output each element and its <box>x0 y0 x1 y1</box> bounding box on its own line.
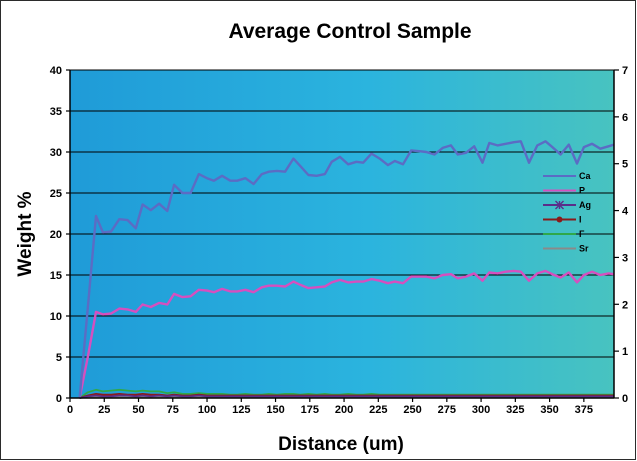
x-tick-label-75: 75 <box>167 404 179 416</box>
y2-tick-label-3: 3 <box>622 252 628 264</box>
legend: Ca P Ag IF Sr <box>543 171 591 254</box>
x-tick-label-25: 25 <box>98 404 110 416</box>
y2-tick-label-0: 0 <box>622 393 628 405</box>
legend-label-ca: Ca <box>579 171 591 181</box>
legend-item-ag: Ag <box>543 200 591 210</box>
y-tick-label-0: 0 <box>56 393 62 405</box>
legend-label-i: I <box>579 215 582 225</box>
y2-tick-label-4: 4 <box>622 206 629 218</box>
y2-tick-label-7: 7 <box>622 65 628 77</box>
y2-tick-label-5: 5 <box>622 159 628 171</box>
x-tick-label-300: 300 <box>472 404 490 416</box>
x-tick-label-375: 375 <box>575 404 593 416</box>
legend-label-sr: Sr <box>579 244 589 254</box>
series-layer <box>78 140 615 399</box>
series-line-ag <box>79 394 614 399</box>
legend-item-sr: Sr <box>543 244 589 254</box>
x-tick-label-150: 150 <box>266 404 284 416</box>
legend-item-ca: Ca <box>543 171 591 181</box>
y-tick-label-10: 10 <box>50 311 62 323</box>
y-tick-label-40: 40 <box>50 65 62 77</box>
x-tick-label-175: 175 <box>301 404 319 416</box>
tick-labels: 0 5 10 15 20 25 30 35 40 0 1 2 3 4 5 6 7 0 25 50 75 100 125 150… <box>50 65 629 416</box>
legend-label-p: P <box>579 186 585 196</box>
y-tick-label-5: 5 <box>56 352 62 364</box>
x-tick-label-325: 325 <box>506 404 524 416</box>
x-tick-label-350: 350 <box>540 404 558 416</box>
x-tick-label-0: 0 <box>67 404 73 416</box>
y2-tick-label-2: 2 <box>622 299 628 311</box>
y-tick-label-15: 15 <box>50 270 62 282</box>
y-tick-label-30: 30 <box>50 147 62 159</box>
axes <box>66 69 619 402</box>
y-axis-title: Weight % <box>15 191 36 276</box>
legend-label-f: F <box>579 229 585 239</box>
y-tick-label-20: 20 <box>50 229 62 241</box>
x-tick-label-125: 125 <box>232 404 250 416</box>
x-tick-label-225: 225 <box>369 404 387 416</box>
gridlines <box>70 69 614 358</box>
x-axis-title: Distance (um) <box>278 434 404 455</box>
series-line-ca <box>78 140 615 399</box>
y-tick-label-25: 25 <box>50 188 62 200</box>
legend-item-p: P <box>543 186 585 196</box>
series-line-p <box>78 269 615 399</box>
y2-tick-label-1: 1 <box>622 346 628 358</box>
x-tick-label-275: 275 <box>438 404 456 416</box>
x-tick-label-200: 200 <box>335 404 353 416</box>
y2-tick-label-6: 6 <box>622 112 628 124</box>
legend-item-i: I <box>543 215 582 225</box>
legend-label-ag: Ag <box>579 200 591 210</box>
x-tick-label-50: 50 <box>132 404 144 416</box>
legend-item-f: F <box>543 229 585 239</box>
x-tick-label-100: 100 <box>198 404 216 416</box>
chart-title: Average Control Sample <box>228 20 471 43</box>
y-tick-label-35: 35 <box>50 106 62 118</box>
x-tick-label-250: 250 <box>403 404 421 416</box>
